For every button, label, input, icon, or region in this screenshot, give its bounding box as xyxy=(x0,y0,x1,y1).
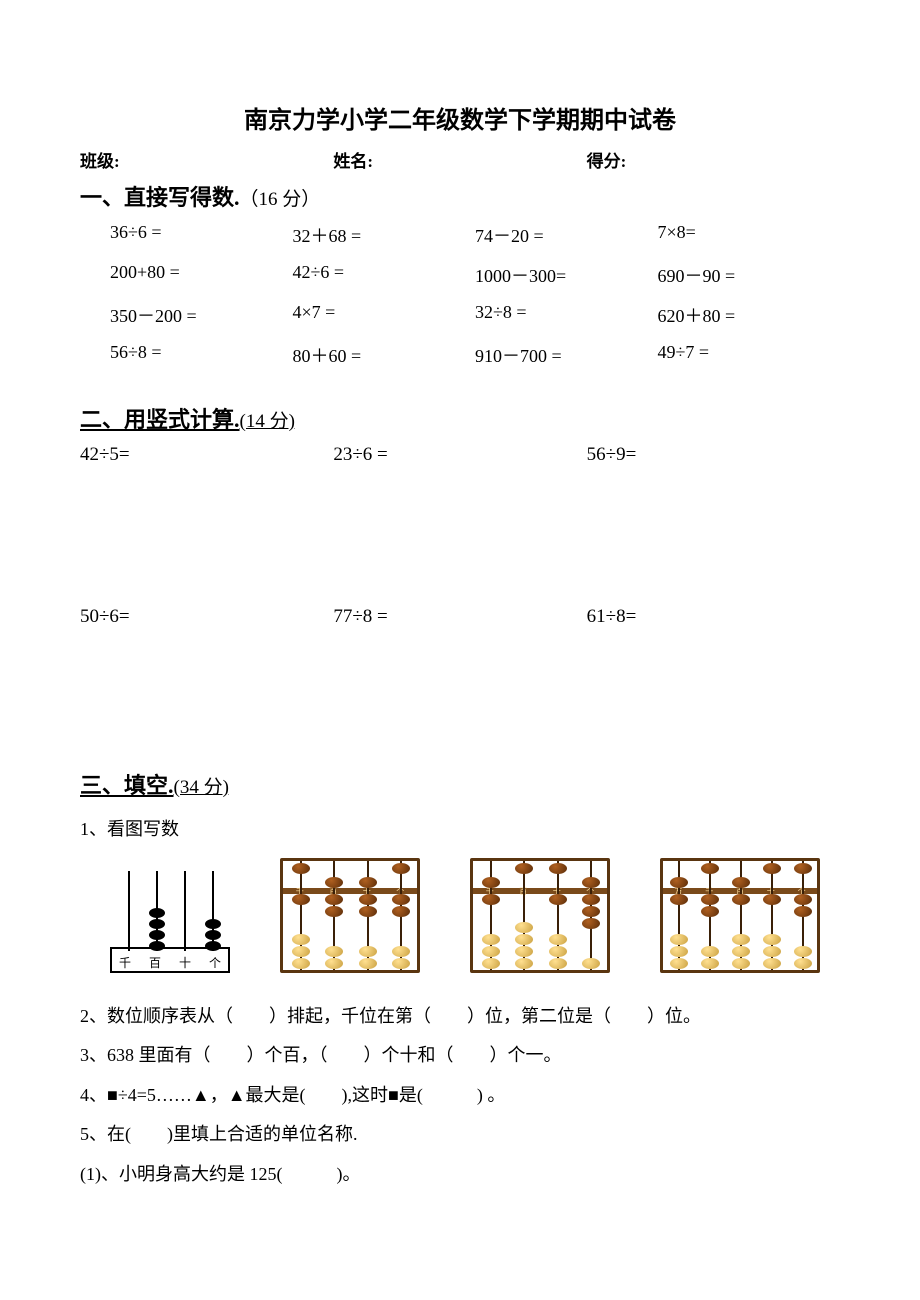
calc-item: 42÷6 = xyxy=(293,262,476,288)
vertical-calc-item: 61÷8= xyxy=(587,606,840,628)
class-label: 班级: xyxy=(80,147,333,172)
section-3-heading: 三、填空.(34 分) xyxy=(80,768,840,800)
page-title: 南京力学小学二年级数学下学期期中试卷 xyxy=(80,100,840,135)
calc-item: 350－200 = xyxy=(110,302,293,328)
calc-item: 32＋68 = xyxy=(293,222,476,248)
abacus-row: 千百十个 千百十个 千百十个 万千百十个 xyxy=(110,858,840,973)
section-1-heading: 一、直接写得数.（16 分） xyxy=(80,180,840,212)
q5: 5、在( )里填上合适的单位名称. xyxy=(80,1115,840,1155)
section-3-points: (34 分) xyxy=(174,777,229,798)
mental-calc-grid: 36÷6 =32＋68 =74－20 =7×8= 200+80 =42÷6 =10… xyxy=(110,222,840,368)
calc-item: 74－20 = xyxy=(475,222,658,248)
calc-item: 1000－300= xyxy=(475,262,658,288)
section-1-title: 一、直接写得数. xyxy=(80,185,240,210)
name-label: 姓名: xyxy=(333,147,586,172)
calc-item: 36÷6 = xyxy=(110,222,293,248)
q4: 4、■÷4=5……▲，▲最大是( ),这时■是( ) 。 xyxy=(80,1076,840,1116)
q5a: (1)、小明身高大约是 125( )。 xyxy=(80,1155,840,1195)
vertical-calc-item: 56÷9= xyxy=(587,444,840,466)
calc-item: 32÷8 = xyxy=(475,302,658,328)
vertical-calc-item: 23÷6 = xyxy=(333,444,586,466)
section-3-title: 三、填空. xyxy=(80,773,174,798)
calc-item: 56÷8 = xyxy=(110,342,293,368)
calc-item: 200+80 = xyxy=(110,262,293,288)
score-label: 得分: xyxy=(587,147,840,172)
calc-item: 7×8= xyxy=(658,222,841,248)
abacus-brown-3: 万千百十个 xyxy=(660,858,820,973)
section-2-title: 二、用竖式计算. xyxy=(80,407,240,432)
vertical-calc-item: 77÷8 = xyxy=(333,606,586,628)
abacus-brown-2: 千百十个 xyxy=(470,858,610,973)
q3: 3、638 里面有（ ）个百，（ ）个十和（ ）个一。 xyxy=(80,1036,840,1076)
calc-item: 4×7 = xyxy=(293,302,476,328)
info-row: 班级: 姓名: 得分: xyxy=(80,147,840,172)
vertical-calc-item: 50÷6= xyxy=(80,606,333,628)
calc-item: 49÷7 = xyxy=(658,342,841,368)
q1-label: 1、看图写数 xyxy=(80,810,840,850)
vertical-calc-item: 42÷5= xyxy=(80,444,333,466)
abacus-brown-1: 千百十个 xyxy=(280,858,420,973)
calc-item: 80＋60 = xyxy=(293,342,476,368)
calc-item: 690－90 = xyxy=(658,262,841,288)
section-1-points: （16 分） xyxy=(240,189,321,210)
q2: 2、数位顺序表从（ ）排起，千位在第（ ）位，第二位是（ ）位。 xyxy=(80,997,840,1037)
abacus-black: 千百十个 xyxy=(110,863,230,973)
vertical-calc-grid: 42÷5=23÷6 =56÷9= 50÷6=77÷8 =61÷8= xyxy=(80,444,840,628)
section-2-heading: 二、用竖式计算.(14 分) xyxy=(80,402,840,434)
calc-item: 620＋80 = xyxy=(658,302,841,328)
calc-item: 910－700 = xyxy=(475,342,658,368)
section-2-points: (14 分) xyxy=(240,411,295,432)
